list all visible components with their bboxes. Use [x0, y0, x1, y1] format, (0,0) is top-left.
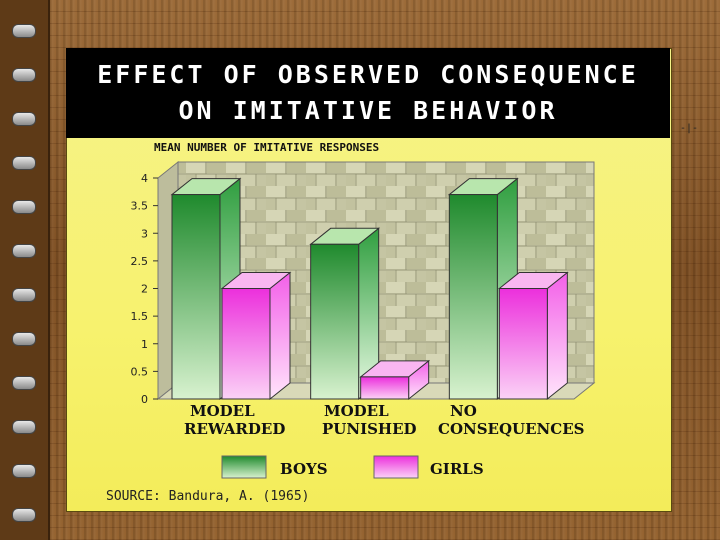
bar-boys-1 — [309, 227, 381, 401]
y-axis-ticks: 0 0.5 1 1.5 2 2.5 3 3.5 4 — [131, 172, 158, 406]
x-tick-label: MODEL — [324, 402, 389, 420]
y-tick-label: 3.5 — [131, 200, 149, 213]
title-banner: EFFECT OF OBSERVED CONSEQUENCE ON IMITAT… — [66, 48, 670, 138]
chart-title-line-2: ON IMITATIVE BEHAVIOR — [178, 96, 558, 125]
y-tick-label: 3 — [141, 227, 148, 240]
x-tick-label: PUNISHED — [322, 420, 417, 438]
legend-swatch-girls — [373, 455, 419, 479]
legend: BOYS GIRLS — [221, 455, 484, 479]
binder-ring — [12, 464, 36, 478]
y-axis-label: MEAN NUMBER OF IMITATIVE RESPONSES — [154, 141, 379, 154]
bar-side-girls — [546, 271, 568, 401]
legend-label-girls: GIRLS — [430, 460, 484, 478]
x-tick-label: REWARDED — [184, 420, 285, 438]
bar-front-boys — [448, 194, 498, 400]
y-tick-label: 1.5 — [131, 310, 149, 323]
bar-front-girls — [221, 288, 271, 400]
binder-ring — [12, 508, 36, 522]
bar-front-boys — [171, 194, 221, 400]
binder-ring — [12, 156, 36, 170]
binder-ring — [12, 420, 36, 434]
bar-side-girls — [269, 271, 291, 401]
bar-girls-2 — [497, 271, 569, 401]
binder-ring — [12, 24, 36, 38]
bar-front-boys — [310, 243, 360, 400]
bar-girls-0 — [220, 271, 292, 401]
binder-ring — [12, 200, 36, 214]
side-mark: -|- — [679, 123, 698, 134]
y-tick-label: 2 — [141, 283, 148, 296]
source-note: SOURCE: Bandura, A. (1965) — [106, 489, 310, 504]
binder-ring — [12, 288, 36, 302]
y-tick-label: 0.5 — [131, 365, 149, 378]
bar-chart: MEAN NUMBER OF IMITATIVE RESPONSES 0 0.5 1… — [106, 141, 596, 504]
binder-ring — [12, 112, 36, 126]
chart-title-line-1: EFFECT OF OBSERVED CONSEQUENCE — [97, 60, 639, 89]
y-tick-label: 4 — [141, 172, 148, 185]
binder-ring — [12, 376, 36, 390]
binding-strip — [0, 0, 50, 540]
bars — [170, 177, 569, 401]
bar-front-girls — [498, 288, 548, 400]
bar-girls-1 — [359, 359, 431, 401]
y-tick-label: 2.5 — [131, 255, 149, 268]
binder-ring — [12, 68, 36, 82]
x-tick-label: NO — [450, 402, 477, 420]
legend-swatch-boys — [221, 455, 267, 479]
y-tick-label: 0 — [141, 393, 148, 406]
binder-ring — [12, 244, 36, 258]
y-tick-label: 1 — [141, 338, 148, 351]
legend-label-boys: BOYS — [280, 460, 328, 478]
x-tick-label: MODEL — [190, 402, 255, 420]
binder-ring — [12, 332, 36, 346]
bar-front-girls — [360, 376, 410, 400]
x-tick-label: CONSEQUENCES — [438, 420, 584, 438]
